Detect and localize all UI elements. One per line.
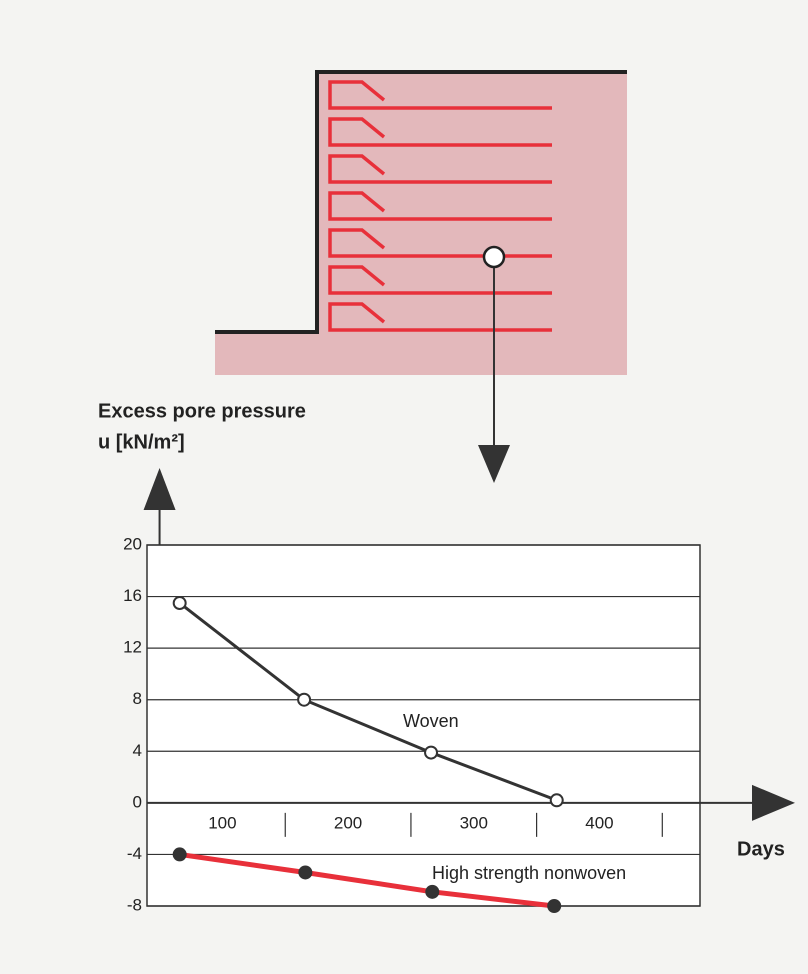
point: [174, 848, 186, 860]
y-tick-label: 20: [123, 534, 142, 553]
x-tick-label: 400: [585, 813, 613, 832]
point: [551, 794, 563, 806]
y-tick-label: 0: [133, 792, 142, 811]
soil: [215, 332, 317, 375]
y-tick-label: 8: [133, 689, 142, 708]
series-label: High strength nonwoven: [432, 863, 626, 883]
point: [548, 900, 560, 912]
series-label: Woven: [403, 711, 459, 731]
x-tick-label: 100: [208, 813, 236, 832]
y-axis-label: u [kN/m²]: [98, 431, 185, 453]
point: [299, 866, 311, 878]
figure: Excess pore pressure u [kN/m²] Days 20 16…: [0, 0, 808, 974]
point: [174, 597, 186, 609]
point: [425, 747, 437, 759]
y-tick-label: -4: [127, 844, 142, 863]
y-tick-label: 4: [133, 741, 142, 760]
x-tick-label: 300: [460, 813, 488, 832]
y-axis-label: Excess pore pressure: [98, 400, 306, 422]
sensor: [484, 247, 504, 267]
y-tick-label: 16: [123, 586, 142, 605]
point: [298, 694, 310, 706]
y-tick-label: -8: [127, 895, 142, 914]
point: [426, 886, 438, 898]
y-tick-label: 12: [123, 638, 142, 657]
x-axis-label: Days: [737, 838, 785, 860]
x-tick-label: 200: [334, 813, 362, 832]
